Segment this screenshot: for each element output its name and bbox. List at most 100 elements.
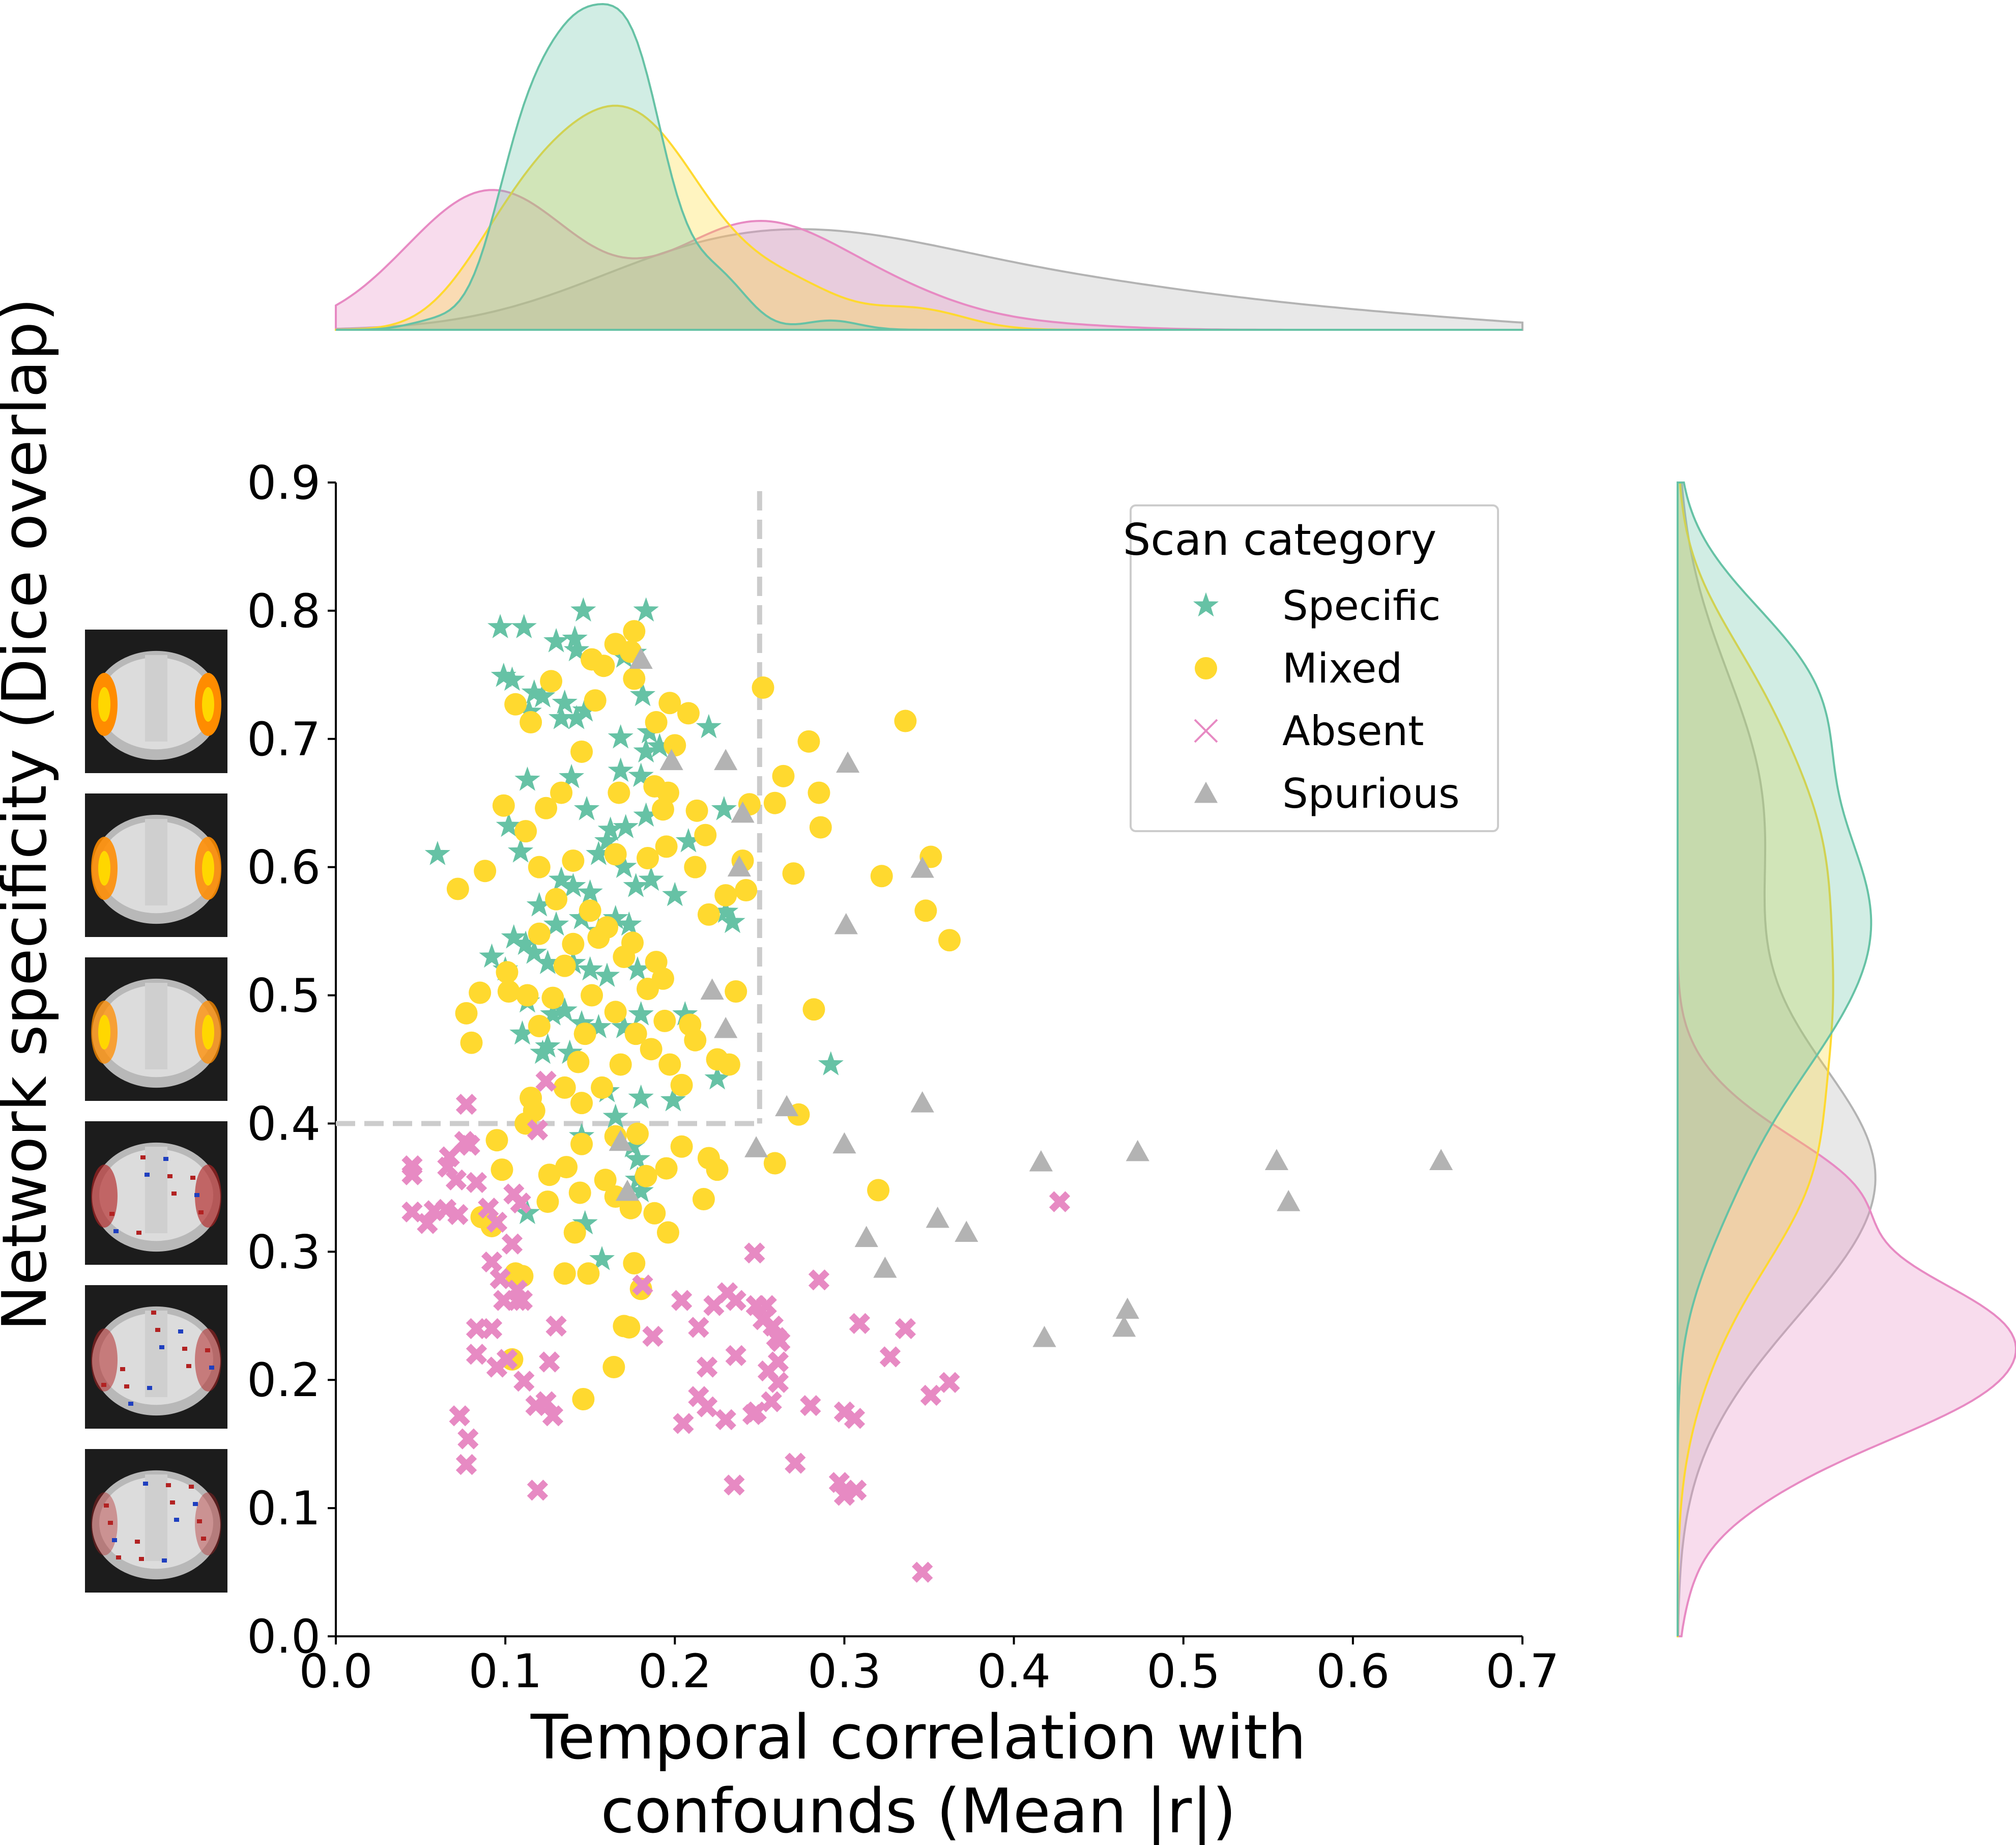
absent-point: [455, 1093, 477, 1115]
specific-point: [662, 882, 688, 906]
mixed-point: [602, 1356, 625, 1379]
x-ticks: 0.0 0.1 0.2 0.3 0.4 0.5 0.6 0.7: [299, 1636, 1559, 1698]
mixed-point: [623, 620, 646, 643]
mixed-point: [636, 847, 659, 870]
specific-point: [602, 905, 628, 929]
y-tick-label: 0.6: [247, 841, 321, 895]
brain-thumbnail: [85, 630, 227, 773]
absent-point: [761, 1391, 782, 1412]
legend-marker: [1194, 781, 1218, 803]
mixed-point: [651, 967, 674, 990]
specific-point: [586, 841, 612, 865]
mixed-point: [497, 980, 520, 1003]
absent-point: [489, 1268, 511, 1289]
absent-point: [527, 1119, 549, 1141]
spurious-point: [714, 749, 738, 771]
mixed-point: [655, 835, 678, 858]
mixed-point: [485, 1129, 508, 1152]
mixed-point: [573, 1023, 596, 1045]
specific-point: [564, 637, 590, 662]
mixed-point: [591, 1076, 614, 1099]
absent-point: [455, 1454, 477, 1475]
specific-point: [647, 733, 673, 758]
absent-point: [445, 1169, 467, 1190]
specific-point: [540, 1001, 566, 1026]
brain-thumbnail: [85, 1449, 227, 1593]
x-axis-label-line-1: Temporal correlation with: [530, 1702, 1306, 1773]
spurious-point: [615, 1179, 640, 1201]
mixed-point: [685, 799, 708, 822]
specific-point: [629, 682, 656, 706]
mixed-point: [469, 981, 492, 1004]
absent-point: [539, 1351, 560, 1373]
specific-point: [628, 762, 654, 787]
spurious-point: [836, 751, 860, 773]
absent-point: [939, 1372, 960, 1393]
specific-point: [549, 705, 574, 729]
absent-point: [457, 1428, 479, 1450]
specific-point: [562, 625, 588, 650]
mixed-point: [763, 1152, 786, 1175]
absent-point: [800, 1395, 821, 1416]
specific-point: [521, 940, 547, 964]
x-tick-label: 0.4: [977, 1645, 1051, 1698]
absent-point: [417, 1213, 438, 1234]
mixed-point: [914, 899, 937, 922]
mixed-point: [491, 1158, 513, 1181]
mixed-point: [684, 1029, 707, 1052]
mixed-point: [870, 865, 893, 888]
absent-point: [785, 1453, 806, 1474]
mixed-point: [653, 1009, 676, 1032]
absent-point: [501, 1233, 523, 1255]
specific-point: [623, 873, 649, 897]
mixed-point: [643, 1202, 666, 1225]
scatter-axes: 0.0 0.1 0.2 0.3 0.4 0.5 0.6 0.7 0.0 0.1 0.2 0.3 0.4…: [247, 457, 1559, 1698]
absent-point: [632, 1274, 653, 1296]
specific-point: [521, 679, 547, 704]
specific-point: [589, 1246, 615, 1270]
absent-point: [1049, 1191, 1071, 1212]
mixed-point: [541, 986, 564, 1009]
mixed-point: [460, 1031, 483, 1054]
spurious-point: [1029, 1150, 1053, 1172]
mixed-point: [809, 816, 832, 839]
mixed-point: [613, 945, 636, 968]
mixed-point: [474, 860, 497, 883]
mixed-point: [540, 670, 563, 693]
specific-point: [499, 666, 525, 691]
mixed-point: [535, 797, 558, 819]
spurious-point: [659, 749, 683, 771]
mixed-point: [640, 1038, 663, 1061]
spurious-point: [1032, 1325, 1056, 1347]
series-absent: [401, 1070, 1071, 1583]
y-ticks: 0.0 0.1 0.2 0.3 0.4 0.5 0.6 0.7 0.8 0.9: [247, 457, 336, 1664]
legend-label: Mixed: [1282, 645, 1402, 692]
absent-point: [844, 1408, 866, 1429]
specific-point: [424, 841, 450, 865]
legend-label: Absent: [1282, 707, 1424, 755]
x-tick-label: 0.5: [1146, 1645, 1220, 1698]
absent-point: [496, 1349, 518, 1370]
spurious-point: [731, 801, 755, 823]
specific-point: [552, 689, 578, 714]
mixed-point: [446, 877, 469, 900]
mixed-point: [570, 740, 593, 763]
mixed-point: [511, 1265, 534, 1288]
specific-point: [611, 854, 637, 878]
absent-point: [449, 1405, 470, 1427]
mixed-point: [577, 1262, 600, 1285]
specific-point: [704, 1065, 730, 1090]
x-tick-label: 0.0: [299, 1645, 373, 1698]
absent-point: [767, 1372, 789, 1393]
specific-point: [633, 738, 659, 763]
mixed-point: [651, 798, 674, 821]
mixed-point: [563, 1221, 586, 1244]
mixed-point: [545, 888, 568, 911]
specific-point: [586, 1014, 612, 1038]
spurious-point: [1115, 1297, 1139, 1319]
mixed-point: [656, 1221, 679, 1244]
mixed-point: [645, 711, 668, 734]
mixed-point: [520, 711, 542, 734]
mixed-point: [581, 984, 603, 1007]
mixed-point: [584, 689, 607, 712]
